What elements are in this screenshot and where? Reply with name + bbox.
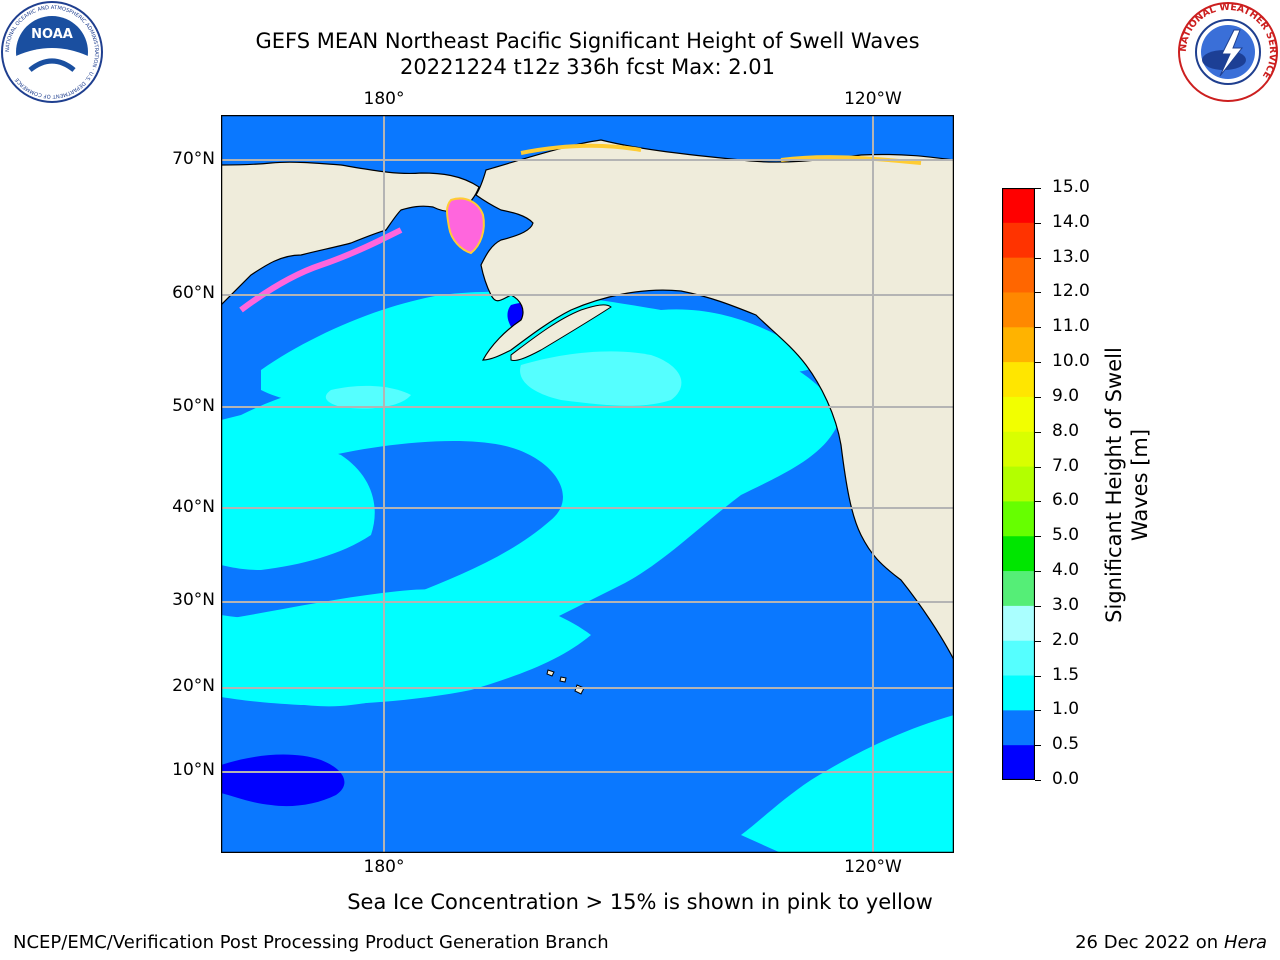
colorbar-tick-label: 11.0 bbox=[1052, 316, 1090, 337]
colorbar-segment bbox=[1002, 640, 1035, 677]
footer-machine: Hera bbox=[1223, 932, 1267, 953]
colorbar-tick-mark bbox=[1035, 188, 1041, 189]
colorbar-frame bbox=[1002, 188, 1035, 780]
colorbar-segment bbox=[1002, 327, 1035, 363]
land-north-america bbox=[475, 139, 954, 661]
colorbar-tick-mark bbox=[1035, 605, 1041, 607]
colorbar-segment bbox=[1002, 501, 1035, 537]
colorbar-tick-label: 4.0 bbox=[1052, 560, 1080, 581]
colorbar-tick-label: 0.0 bbox=[1052, 769, 1080, 789]
colorbar-tick-label: 2.0 bbox=[1052, 629, 1080, 650]
swell-band-southeast bbox=[741, 715, 954, 853]
colorbar-tick-label: 9.0 bbox=[1052, 385, 1080, 406]
colorbar-segment bbox=[1002, 362, 1035, 398]
colorbar-tick-mark bbox=[1035, 710, 1041, 712]
land-siberia bbox=[221, 115, 480, 306]
colorbar-segment bbox=[1002, 466, 1035, 503]
colorbar-segment bbox=[1002, 675, 1035, 711]
colorbar-segment bbox=[1002, 431, 1035, 468]
colorbar-tick-label: 1.0 bbox=[1052, 699, 1080, 720]
colorbar-segment bbox=[1002, 536, 1035, 572]
colorbar-segment bbox=[1002, 605, 1035, 642]
lon-label-bottom-180: 180° bbox=[363, 857, 405, 877]
lat-label-30n: 30°N bbox=[172, 590, 215, 610]
colorbar-tick-mark bbox=[1035, 745, 1041, 747]
colorbar-segment bbox=[1002, 745, 1035, 780]
colorbar-title: Significant Height of Swell Waves [m] bbox=[1101, 335, 1153, 635]
swell-patch-high-2 bbox=[325, 385, 411, 409]
colorbar-segment bbox=[1002, 257, 1035, 294]
noaa-logo-text: NOAA bbox=[31, 27, 73, 42]
colorbar-tick-label: 13.0 bbox=[1052, 246, 1090, 267]
lon-label-top-120w: 120°W bbox=[844, 89, 902, 109]
lat-label-60n: 60°N bbox=[172, 283, 215, 303]
noaa-logo: NATIONAL OCEANIC AND ATMOSPHERIC ADMINIS… bbox=[1, 1, 103, 103]
swell-band-tropic bbox=[221, 589, 591, 705]
colorbar-segment bbox=[1002, 710, 1035, 746]
colorbar-tick-mark bbox=[1035, 571, 1041, 573]
colorbar-tick-mark bbox=[1035, 431, 1041, 433]
sea-ice-coast bbox=[520, 143, 922, 165]
lat-label-10n: 10°N bbox=[172, 760, 215, 780]
colorbar-tick-mark bbox=[1035, 362, 1041, 364]
colorbar bbox=[1002, 188, 1035, 780]
colorbar-tick-mark bbox=[1035, 780, 1041, 781]
colorbar-tick-mark bbox=[1035, 327, 1041, 329]
lon-label-top-180: 180° bbox=[363, 89, 405, 109]
sea-ice-norton bbox=[446, 197, 485, 255]
chart-subtitle: 20221224 t12z 336h fcst Max: 2.01 bbox=[400, 55, 775, 79]
footer-right: 26 Dec 2022 on Hera bbox=[1075, 932, 1267, 953]
colorbar-tick-mark bbox=[1035, 396, 1041, 398]
colorbar-segment bbox=[1002, 396, 1035, 433]
lon-label-bottom-120w: 120°W bbox=[844, 857, 902, 877]
ice-note: Sea Ice Concentration > 15% is shown in … bbox=[347, 890, 933, 914]
colorbar-tick-mark bbox=[1035, 675, 1041, 677]
colorbar-segment bbox=[1002, 188, 1035, 224]
colorbar-tick-label: 10.0 bbox=[1052, 351, 1090, 372]
colorbar-tick-label: 15.0 bbox=[1052, 177, 1090, 197]
nws-logo: NATIONAL WEATHER SERVICE bbox=[1178, 2, 1278, 102]
colorbar-tick-mark bbox=[1035, 466, 1041, 468]
colorbar-segment bbox=[1002, 292, 1035, 328]
colorbar-title-line1: Significant Height of Swell bbox=[1102, 347, 1126, 623]
colorbar-tick-label: 14.0 bbox=[1052, 211, 1090, 232]
colorbar-tick-mark bbox=[1035, 292, 1041, 294]
colorbar-tick-label: 1.5 bbox=[1052, 664, 1080, 685]
colorbar-title-line2: Waves [m] bbox=[1128, 428, 1152, 542]
colorbar-tick-label: 5.0 bbox=[1052, 525, 1080, 546]
colorbar-tick-label: 7.0 bbox=[1052, 455, 1080, 476]
footer-date: 26 Dec 2022 on bbox=[1075, 932, 1219, 953]
swell-band-west bbox=[221, 439, 375, 570]
low-wave-pocket-sw bbox=[221, 754, 345, 807]
colorbar-tick-mark bbox=[1035, 640, 1041, 642]
colorbar-tick-label: 8.0 bbox=[1052, 420, 1080, 441]
colorbar-segment bbox=[1002, 222, 1035, 259]
colorbar-tick-label: 12.0 bbox=[1052, 281, 1090, 302]
chart-title: GEFS MEAN Northeast Pacific Significant … bbox=[255, 29, 920, 53]
swell-patch-high-1 bbox=[520, 351, 682, 406]
wave-height-map bbox=[221, 115, 954, 853]
graticule bbox=[221, 115, 954, 853]
colorbar-tick-label: 6.0 bbox=[1052, 490, 1080, 511]
lat-label-70n: 70°N bbox=[172, 149, 215, 169]
lat-label-40n: 40°N bbox=[172, 497, 215, 517]
colorbar-tick-mark bbox=[1035, 501, 1041, 503]
colorbar-tick-mark bbox=[1035, 536, 1041, 538]
colorbar-tick-mark bbox=[1035, 257, 1041, 259]
lat-label-50n: 50°N bbox=[172, 396, 215, 416]
footer-left: NCEP/EMC/Verification Post Processing Pr… bbox=[13, 932, 609, 953]
lat-label-20n: 20°N bbox=[172, 676, 215, 696]
land-alaska-peninsula bbox=[510, 304, 612, 361]
map-frame bbox=[221, 115, 954, 853]
colorbar-tick-label: 0.5 bbox=[1052, 734, 1080, 755]
colorbar-tick-label: 3.0 bbox=[1052, 594, 1080, 615]
colorbar-tick-mark bbox=[1035, 222, 1041, 224]
colorbar-segment bbox=[1002, 571, 1035, 607]
